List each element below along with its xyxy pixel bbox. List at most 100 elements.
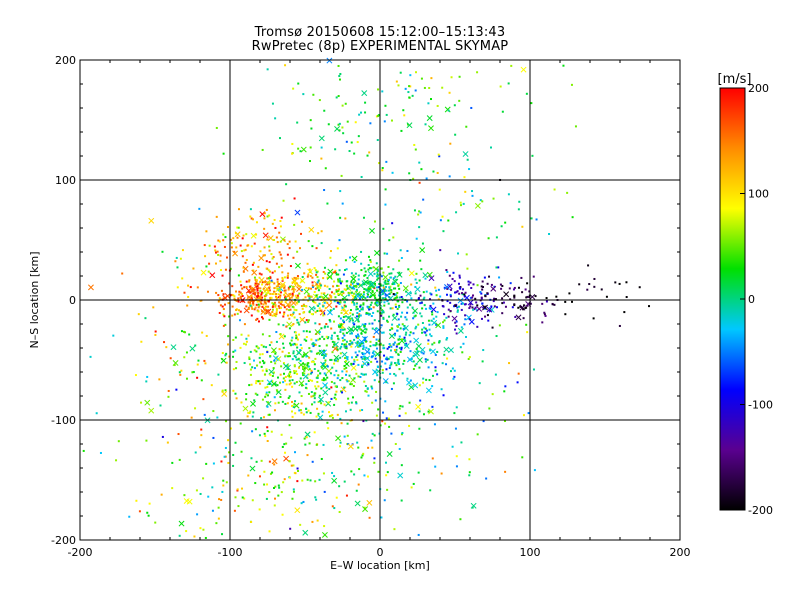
data-point <box>307 409 310 412</box>
data-point <box>345 360 348 363</box>
x-marker-stroke <box>294 507 301 514</box>
data-point <box>298 285 301 288</box>
data-point <box>383 120 386 123</box>
data-point <box>197 359 200 362</box>
data-point <box>394 374 397 377</box>
x-marker-stroke <box>270 347 277 354</box>
data-point <box>390 432 393 435</box>
data-point <box>237 300 240 303</box>
data-point <box>422 377 425 380</box>
data-point <box>409 303 412 306</box>
data-point <box>331 414 334 417</box>
data-point <box>295 358 298 361</box>
data-point <box>236 312 239 315</box>
data-point <box>219 254 222 257</box>
data-point <box>388 425 391 428</box>
x-marker-stroke <box>490 285 497 292</box>
data-point <box>245 305 248 308</box>
data-point <box>248 356 251 359</box>
data-point <box>301 479 304 482</box>
x-marker-stroke <box>172 360 179 366</box>
data-point <box>526 295 529 298</box>
data-point <box>351 313 354 316</box>
data-point <box>313 394 316 397</box>
data-point <box>292 350 295 353</box>
data-point <box>424 358 427 361</box>
data-point <box>377 286 380 289</box>
data-point <box>291 324 294 327</box>
data-point <box>322 379 325 382</box>
data-point <box>401 405 404 408</box>
data-point <box>279 291 282 294</box>
data-point <box>343 386 346 389</box>
data-point <box>217 253 220 256</box>
data-point <box>353 473 356 476</box>
data-point <box>266 300 269 303</box>
data-point <box>366 154 369 157</box>
data-point <box>345 370 348 373</box>
data-point <box>462 288 465 291</box>
data-point-x-marker <box>519 304 526 311</box>
data-point <box>394 287 397 290</box>
data-point <box>587 264 590 267</box>
data-point <box>320 457 323 460</box>
data-point <box>288 247 291 250</box>
data-point <box>360 250 363 253</box>
data-point <box>369 280 372 283</box>
data-point <box>365 328 368 331</box>
data-point <box>336 377 339 380</box>
data-point <box>242 234 245 237</box>
data-point <box>194 451 197 454</box>
data-point <box>382 284 385 287</box>
data-point <box>412 177 415 180</box>
data-point <box>288 240 291 243</box>
data-point <box>416 350 419 353</box>
data-point <box>389 285 392 288</box>
data-point <box>338 302 341 305</box>
data-point <box>334 385 337 388</box>
x-marker-stroke <box>428 125 434 132</box>
data-point <box>267 300 270 303</box>
data-point <box>310 350 313 353</box>
data-point <box>298 366 301 369</box>
data-point <box>436 171 439 174</box>
data-point <box>460 326 463 329</box>
data-point <box>384 203 387 206</box>
colorbar-tick-label: -100 <box>748 399 773 412</box>
data-point <box>382 310 385 313</box>
data-point <box>339 417 342 420</box>
data-point <box>375 343 378 346</box>
data-point <box>381 90 384 93</box>
data-point <box>193 535 196 538</box>
data-point <box>322 305 325 308</box>
x-marker-stroke <box>317 414 324 421</box>
data-point <box>309 119 312 122</box>
data-point <box>243 497 246 500</box>
x-marker-stroke <box>290 300 297 306</box>
data-point <box>257 287 260 290</box>
data-point <box>427 319 430 322</box>
data-point <box>369 259 372 262</box>
data-point <box>429 307 432 310</box>
data-point <box>353 292 356 295</box>
y-tick-label: 200 <box>55 54 76 67</box>
data-point <box>544 314 547 317</box>
data-point <box>261 316 264 319</box>
data-point <box>266 215 269 218</box>
data-point <box>224 389 227 392</box>
data-point <box>345 340 348 343</box>
data-point <box>418 427 421 430</box>
data-point <box>234 336 237 339</box>
data-point <box>398 306 401 309</box>
data-point <box>509 298 512 301</box>
data-point <box>345 373 348 376</box>
data-point <box>183 494 186 497</box>
data-point <box>301 362 304 365</box>
x-marker-stroke <box>335 435 341 442</box>
x-marker-stroke <box>266 379 273 386</box>
x-marker-stroke <box>425 387 432 394</box>
data-point <box>210 384 213 387</box>
data-point <box>309 379 312 382</box>
data-point-x-marker <box>318 396 324 403</box>
data-point <box>350 301 353 304</box>
